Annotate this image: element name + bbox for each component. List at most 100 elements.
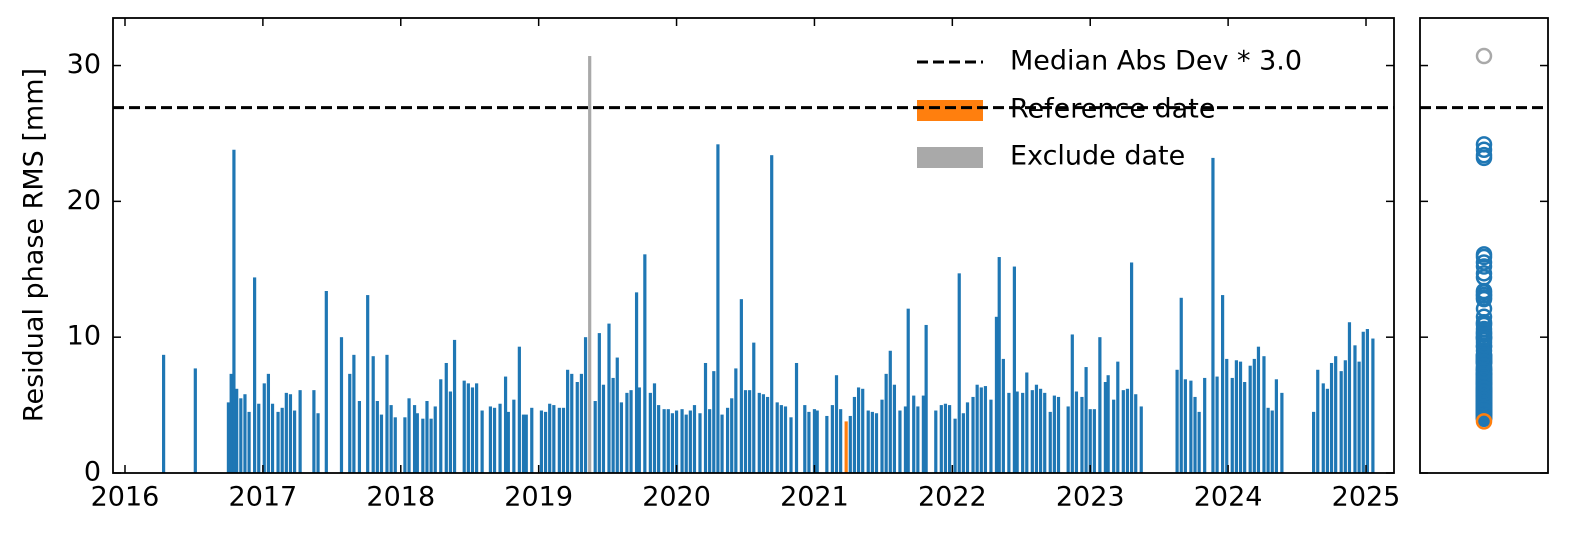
legend-label: Exclude date	[1010, 141, 1185, 172]
bar	[1329, 362, 1334, 473]
bar	[492, 407, 497, 473]
bar	[433, 406, 437, 473]
bar	[1371, 338, 1375, 473]
bar	[692, 405, 697, 473]
bar	[462, 380, 466, 473]
bar	[1098, 337, 1102, 473]
scatter-point	[1475, 47, 1493, 65]
bar	[512, 399, 516, 473]
bar	[953, 418, 957, 473]
bar	[670, 413, 675, 473]
bar	[448, 391, 453, 473]
bar	[943, 403, 948, 473]
bar	[480, 410, 484, 473]
bar	[247, 411, 251, 473]
bar	[1203, 377, 1207, 473]
plot-frame	[112, 17, 1395, 474]
bar	[1070, 334, 1074, 473]
bar	[1034, 384, 1039, 473]
bar	[1234, 360, 1238, 473]
side-frame	[1419, 17, 1549, 474]
bar	[1252, 358, 1256, 473]
bar	[607, 323, 611, 473]
bar	[470, 387, 475, 473]
bar	[1357, 361, 1361, 473]
bar	[648, 392, 652, 473]
bar	[312, 390, 316, 473]
bar	[1066, 406, 1070, 473]
bar	[1056, 396, 1061, 473]
bar	[488, 406, 493, 473]
bar	[983, 386, 988, 473]
bar	[934, 410, 938, 473]
bar	[748, 390, 752, 473]
bar	[666, 409, 670, 473]
bar	[393, 417, 397, 473]
scatter-point	[1475, 248, 1493, 266]
bar	[674, 410, 679, 473]
bar	[1139, 406, 1143, 473]
bar	[1256, 346, 1261, 473]
bar	[898, 410, 902, 473]
bar	[1361, 331, 1365, 473]
bar	[429, 418, 433, 473]
bar	[892, 384, 897, 473]
bar	[1038, 388, 1043, 473]
bar	[583, 337, 588, 473]
bar	[1048, 411, 1052, 473]
bar	[906, 308, 910, 473]
bar	[444, 362, 448, 473]
bar	[662, 409, 666, 473]
bar	[703, 362, 708, 473]
bar	[884, 373, 888, 473]
bar	[757, 392, 761, 473]
bar	[775, 402, 779, 473]
bar	[162, 354, 166, 473]
bar	[688, 410, 692, 473]
bar	[266, 373, 271, 473]
bar	[1353, 345, 1357, 473]
bar	[1112, 399, 1116, 473]
bar	[961, 413, 965, 473]
bar	[1248, 365, 1252, 473]
bar	[1270, 410, 1274, 473]
bar	[1316, 369, 1320, 473]
bar	[874, 413, 879, 473]
bar	[1007, 392, 1011, 473]
x-tick-label: 2017	[229, 482, 298, 513]
scatter-point	[1475, 330, 1493, 347]
bar	[1103, 382, 1107, 473]
bar	[1001, 358, 1005, 473]
bar	[1347, 322, 1352, 473]
bar	[870, 411, 874, 473]
bar	[262, 383, 266, 473]
bar	[1193, 396, 1197, 473]
bar	[1043, 392, 1047, 473]
bar	[1266, 407, 1270, 473]
bar	[366, 295, 370, 473]
bar	[232, 149, 236, 473]
bar	[524, 414, 528, 473]
bar	[412, 405, 417, 473]
bar	[861, 388, 865, 473]
bar	[803, 405, 807, 473]
bar	[752, 342, 756, 473]
bar	[880, 399, 884, 473]
bar	[1021, 392, 1025, 473]
bar	[339, 337, 344, 473]
bar	[965, 402, 970, 473]
bar	[794, 362, 799, 473]
x-tick-label: 2024	[1194, 482, 1263, 513]
bar	[548, 403, 552, 473]
bar	[253, 277, 257, 473]
bar	[725, 407, 730, 473]
bar	[1074, 391, 1079, 473]
scatter-point	[1475, 254, 1493, 271]
bar	[657, 405, 661, 473]
bar	[235, 388, 239, 473]
bar	[475, 383, 479, 473]
bar	[844, 421, 848, 473]
bar	[743, 390, 748, 473]
bar	[957, 273, 961, 473]
